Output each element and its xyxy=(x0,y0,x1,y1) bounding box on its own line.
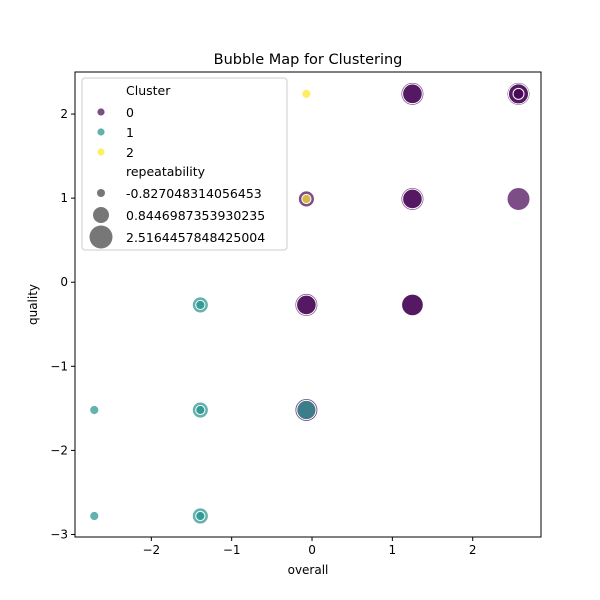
legend-size-label: -0.827048314056453 xyxy=(126,186,262,201)
legend-label-cluster-0: 0 xyxy=(126,105,134,120)
legend-size-marker xyxy=(93,207,109,223)
x-tick-label: 1 xyxy=(389,543,397,557)
bubble-point-cluster-2 xyxy=(301,88,312,99)
bubble-point-cluster-1 xyxy=(89,404,100,416)
legend-title-repeatability: repeatability xyxy=(126,164,206,179)
y-tick-label: −2 xyxy=(50,443,68,457)
plot-frame xyxy=(74,71,542,538)
legend: Cluster 0 1 2 repeatability -0.82704831405645… xyxy=(81,77,288,251)
plot-area xyxy=(89,81,531,525)
bubble-point-cluster-1 xyxy=(296,399,317,421)
bubble-point-cluster-0 xyxy=(296,294,317,316)
bubble-point-cluster-0 xyxy=(402,83,423,105)
y-axis-label: quality xyxy=(26,284,40,325)
legend-marker-cluster-1 xyxy=(97,128,105,136)
legend-label-cluster-1: 1 xyxy=(126,125,134,140)
bubble-point-cluster-0 xyxy=(512,87,525,100)
bubble-point-cluster-1 xyxy=(89,510,100,522)
legend-title-cluster: Cluster xyxy=(126,83,171,98)
legend-size-marker xyxy=(97,189,105,197)
legend-size-label: 2.5164457848425004 xyxy=(126,230,265,245)
x-axis-label: overall xyxy=(288,563,329,577)
legend-marker-cluster-0 xyxy=(97,108,105,116)
x-axis: −2 −1 0 1 2 xyxy=(142,537,477,557)
legend-label-cluster-2: 2 xyxy=(126,145,134,160)
y-axis: −3 −2 −1 0 1 2 xyxy=(50,107,75,541)
bubble-point-cluster-1 xyxy=(195,404,206,416)
bubble-point-cluster-0 xyxy=(401,293,424,317)
chart-title: Bubble Map for Clustering xyxy=(214,52,403,68)
y-tick-label: −1 xyxy=(50,359,68,373)
legend-size-label: 0.8446987353930235 xyxy=(126,208,265,223)
bubble-point-cluster-1 xyxy=(195,510,206,522)
bubble-point-cluster-0 xyxy=(506,186,531,211)
y-tick-label: 1 xyxy=(60,191,68,205)
bubble-point-cluster-0 xyxy=(402,188,423,210)
x-tick-label: −1 xyxy=(223,543,241,557)
y-tick-label: −3 xyxy=(50,527,68,541)
bubble-point-cluster-1 xyxy=(195,299,206,311)
y-tick-label: 0 xyxy=(60,275,68,289)
legend-size-marker xyxy=(89,225,113,249)
y-tick-label: 2 xyxy=(60,107,68,121)
x-tick-label: −2 xyxy=(142,543,160,557)
legend-marker-cluster-2 xyxy=(97,148,105,156)
x-tick-label: 0 xyxy=(308,543,316,557)
bubble-point-cluster-2 xyxy=(301,193,312,205)
legend-box xyxy=(81,77,288,251)
x-tick-label: 2 xyxy=(469,543,477,557)
